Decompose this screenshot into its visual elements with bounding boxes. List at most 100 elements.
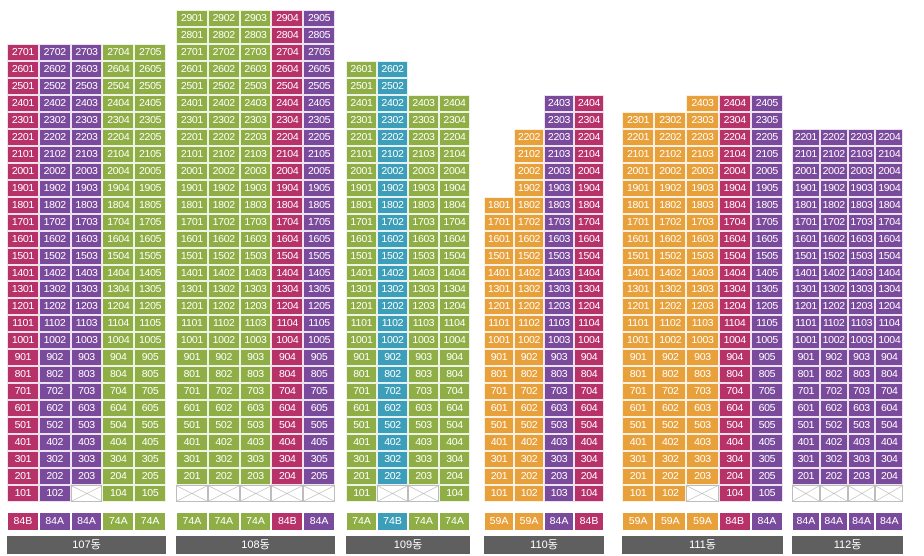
unit-cell: 1802 xyxy=(38,196,71,214)
unit-cell: 2205 xyxy=(303,128,335,146)
unit-cell: 1302 xyxy=(514,281,544,299)
unit-cell: 1701 xyxy=(792,213,820,231)
unit-cell: 2304 xyxy=(439,111,470,129)
unit-cell: 2304 xyxy=(102,111,135,129)
unit-cell: 2703 xyxy=(239,44,272,61)
unit-type-label: 84A xyxy=(70,512,103,531)
unit-cell: 1704 xyxy=(271,213,304,231)
unit-cell: 2105 xyxy=(303,145,335,163)
unit-cell: 402 xyxy=(654,434,687,452)
unit-cell: 204 xyxy=(102,468,135,485)
empty-unit xyxy=(792,485,820,502)
unit-cell: 804 xyxy=(271,366,304,384)
unit-cell: 1803 xyxy=(70,196,103,214)
unit-cell: 104 xyxy=(102,485,135,502)
unit-cell: 1004 xyxy=(718,332,751,350)
unit-cell: 2002 xyxy=(654,162,687,180)
unit-cell: 403 xyxy=(686,434,719,452)
empty-unit xyxy=(271,485,304,502)
unit-cell: 2303 xyxy=(408,111,439,129)
unit-cell: 1102 xyxy=(38,315,71,333)
unit-type-label: 74A xyxy=(207,512,240,531)
unit-cell: 1705 xyxy=(303,213,335,231)
unit-cell: 803 xyxy=(70,366,103,384)
unit-cell: 2502 xyxy=(377,77,408,95)
unit-cell: 1603 xyxy=(239,230,272,248)
unit-cell: 2702 xyxy=(38,44,71,61)
unit-cell: 1203 xyxy=(686,298,719,316)
unit-cell: 1002 xyxy=(377,332,408,350)
unit-cell: 304 xyxy=(439,451,470,469)
unit-cell: 1103 xyxy=(70,315,103,333)
unit-type-label: 74A xyxy=(408,512,439,531)
unit-cell: 502 xyxy=(38,417,71,435)
unit-cell: 1405 xyxy=(303,264,335,282)
unit-cell: 1704 xyxy=(439,213,470,231)
unit-cell: 1801 xyxy=(622,196,655,214)
unit-cell: 1603 xyxy=(408,230,439,248)
unit-cell: 2101 xyxy=(176,145,208,163)
unit-cell: 1401 xyxy=(7,264,39,282)
unit-cell: 2704 xyxy=(271,44,304,61)
unit-cell: 1402 xyxy=(38,264,71,282)
unit-cell: 2303 xyxy=(70,111,103,129)
unit-cell: 1402 xyxy=(207,264,240,282)
unit-cell: 2501 xyxy=(176,77,208,95)
unit-cell: 603 xyxy=(239,400,272,418)
unit-cell: 902 xyxy=(207,349,240,367)
unit-cell: 402 xyxy=(514,434,544,452)
unit-cell: 1801 xyxy=(176,196,208,214)
unit-cell: 701 xyxy=(484,383,514,401)
unit-cell: 1502 xyxy=(38,247,71,265)
unit-cell: 1601 xyxy=(7,230,39,248)
unit-cell: 401 xyxy=(792,434,820,452)
unit-cell: 1502 xyxy=(207,247,240,265)
unit-cell: 802 xyxy=(514,366,544,384)
unit-cell: 203 xyxy=(239,468,272,485)
unit-cell: 505 xyxy=(750,417,783,435)
unit-cell: 1502 xyxy=(514,247,544,265)
unit-cell: 1202 xyxy=(38,298,71,316)
unit-cell: 1001 xyxy=(622,332,655,350)
unit-cell: 1902 xyxy=(819,179,848,197)
unit-cell: 1201 xyxy=(484,298,514,316)
unit-cell: 1901 xyxy=(176,179,208,197)
unit-cell: 905 xyxy=(134,349,166,367)
unit-cell: 1304 xyxy=(718,281,751,299)
unit-cell: 501 xyxy=(346,417,377,435)
unit-cell: 404 xyxy=(718,434,751,452)
unit-cell: 2004 xyxy=(574,162,604,180)
unit-type-label: 74A xyxy=(102,512,135,531)
unit-cell: 603 xyxy=(847,400,876,418)
unit-cell: 1304 xyxy=(875,281,904,299)
unit-cell: 2204 xyxy=(439,128,470,146)
unit-cell: 2102 xyxy=(514,145,544,163)
unit-cell: 2401 xyxy=(346,94,377,112)
unit-cell: 704 xyxy=(439,383,470,401)
unit-cell: 1002 xyxy=(654,332,687,350)
unit-cell: 904 xyxy=(718,349,751,367)
unit-cell: 1404 xyxy=(439,264,470,282)
unit-cell: 604 xyxy=(875,400,904,418)
unit-cell: 2405 xyxy=(134,94,166,112)
unit-type-label: 84A xyxy=(38,512,71,531)
unit-cell: 701 xyxy=(622,383,655,401)
unit-cell: 102 xyxy=(654,485,687,502)
unit-cell: 2002 xyxy=(207,162,240,180)
unit-cell: 1503 xyxy=(70,247,103,265)
unit-cell: 1803 xyxy=(408,196,439,214)
unit-cell: 2505 xyxy=(134,77,166,95)
unit-cell: 2902 xyxy=(207,10,240,28)
unit-type-label: 84A xyxy=(544,512,574,531)
unit-cell: 601 xyxy=(792,400,820,418)
unit-cell: 1901 xyxy=(622,179,655,197)
unit-cell: 1004 xyxy=(271,332,304,350)
unit-cell: 701 xyxy=(792,383,820,401)
unit-cell: 1902 xyxy=(514,179,544,197)
unit-cell: 502 xyxy=(819,417,848,435)
unit-cell: 2901 xyxy=(176,10,208,28)
unit-cell: 405 xyxy=(134,434,166,452)
unit-cell: 902 xyxy=(514,349,544,367)
unit-cell: 302 xyxy=(38,451,71,469)
unit-cell: 501 xyxy=(176,417,208,435)
